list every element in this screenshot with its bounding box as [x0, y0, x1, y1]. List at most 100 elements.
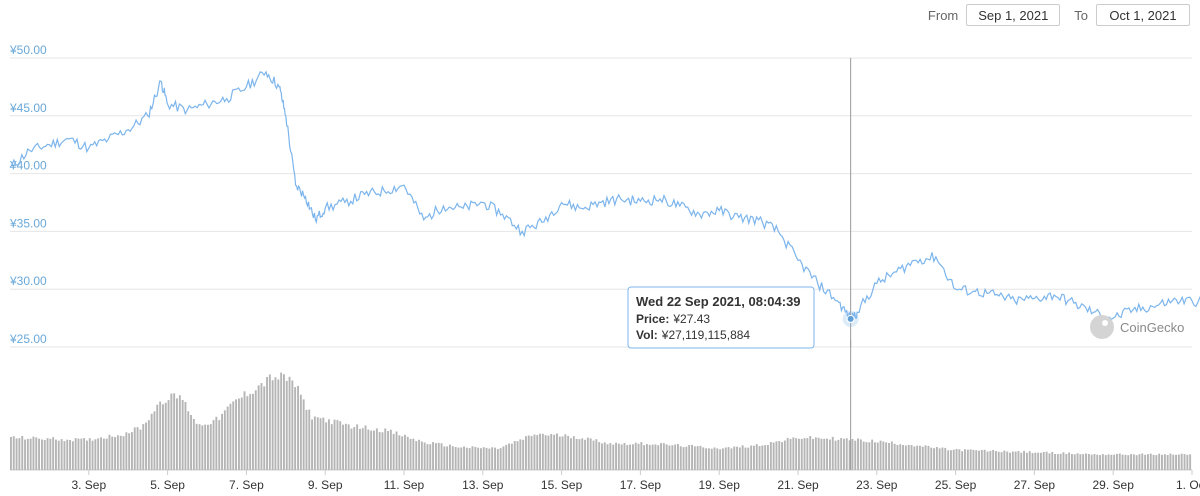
volume-bar — [116, 435, 119, 470]
to-date-input[interactable]: Oct 1, 2021 — [1096, 4, 1190, 26]
x-tick-label: 17. Sep — [620, 478, 662, 492]
volume-bar — [69, 440, 71, 470]
volume-bar — [961, 451, 964, 470]
volume-bar — [972, 449, 975, 470]
volume-bar — [1051, 451, 1054, 470]
volume-bar — [1099, 455, 1101, 470]
volume-bar — [170, 393, 173, 470]
volume-bar — [572, 436, 575, 470]
volume-bar — [685, 446, 688, 470]
volume-bar — [449, 444, 451, 470]
volume-bar — [359, 428, 361, 470]
volume-bars — [10, 372, 1192, 470]
volume-bar — [97, 438, 100, 470]
volume-bar — [55, 439, 57, 470]
y-tick-label: ¥40.00 — [9, 159, 47, 173]
volume-bar — [502, 446, 505, 470]
volume-bar — [510, 443, 513, 470]
volume-bar — [195, 423, 198, 470]
volume-bar — [1003, 450, 1006, 470]
volume-bar — [257, 385, 260, 470]
volume-bar — [857, 438, 859, 470]
hover-tooltip: Wed 22 Sep 2021, 08:04:39 Price: ¥27.43 V… — [627, 286, 815, 349]
volume-bar — [1037, 452, 1040, 470]
hover-point[interactable] — [846, 314, 855, 323]
volume-bar — [12, 436, 15, 470]
x-tick-label: 27. Sep — [1014, 478, 1056, 492]
volume-bar — [83, 438, 86, 470]
volume-bar — [626, 445, 629, 470]
volume-bar — [955, 449, 958, 470]
volume-bar — [1000, 452, 1003, 470]
volume-bar — [1056, 454, 1059, 470]
volume-bar — [353, 427, 356, 470]
volume-bar — [851, 439, 854, 470]
volume-bar — [139, 429, 142, 470]
volume-bar — [26, 438, 29, 470]
volume-bar — [1085, 453, 1087, 470]
volume-bar — [223, 410, 226, 470]
x-tick-label: 3. Sep — [71, 478, 106, 492]
volume-bar — [730, 448, 733, 470]
date-range-selector: From Sep 1, 2021 To Oct 1, 2021 — [914, 4, 1190, 26]
volume-bar — [927, 445, 930, 470]
volume-bar — [783, 440, 786, 470]
volume-bar — [823, 438, 826, 470]
volume-bar — [398, 435, 401, 470]
volume-bar — [342, 424, 344, 470]
volume-bar — [238, 398, 240, 470]
from-date-input[interactable]: Sep 1, 2021 — [966, 4, 1061, 26]
y-tick-label: ¥30.00 — [9, 274, 47, 288]
volume-bar — [809, 436, 812, 470]
volume-bar — [1026, 452, 1028, 470]
volume-bar — [769, 442, 772, 470]
volume-bar — [724, 447, 727, 470]
volume-bar — [654, 444, 657, 470]
volume-bar — [845, 438, 848, 470]
volume-bar — [111, 436, 114, 470]
volume-bar — [952, 449, 955, 470]
volume-bar — [556, 433, 558, 470]
volume-bar — [243, 391, 246, 470]
volume-bar — [1189, 454, 1192, 470]
tooltip-title: Wed 22 Sep 2021, 08:04:39 — [636, 294, 801, 309]
volume-bar — [1071, 454, 1073, 470]
volume-bar — [142, 424, 145, 470]
price-line — [9, 70, 1200, 321]
volume-bar — [747, 447, 750, 470]
volume-bar — [263, 386, 266, 470]
volume-bar — [964, 449, 966, 470]
volume-bar — [843, 438, 845, 470]
volume-bar — [609, 443, 612, 470]
volume-bar — [268, 374, 271, 470]
volume-bar — [333, 419, 336, 470]
volume-bar — [637, 443, 640, 470]
volume-bar — [629, 444, 631, 470]
volume-bar — [52, 437, 55, 470]
volume-bar — [648, 444, 651, 470]
volume-bar — [589, 438, 592, 470]
volume-bar — [499, 448, 502, 470]
volume-bar — [657, 445, 660, 470]
volume-bar — [508, 443, 510, 470]
volume-bar — [63, 441, 66, 470]
volume-bar — [738, 447, 741, 470]
volume-bar — [1118, 453, 1121, 470]
volume-bar — [660, 443, 662, 470]
tooltip-price-value: ¥27.43 — [672, 312, 710, 326]
volume-bar — [66, 439, 69, 470]
volume-bar — [119, 435, 122, 470]
volume-bar — [755, 444, 758, 470]
x-tick-label: 5. Sep — [150, 478, 185, 492]
y-tick-label: ¥25.00 — [9, 332, 47, 346]
volume-bar — [913, 446, 916, 470]
volume-bar — [1006, 451, 1009, 470]
tooltip-box — [627, 286, 815, 349]
volume-bar — [100, 437, 102, 470]
volume-bar — [874, 442, 876, 470]
x-tick-label: 29. Sep — [1093, 478, 1135, 492]
volume-bar — [1014, 451, 1017, 470]
volume-bar — [1073, 454, 1076, 470]
volume-bar — [947, 450, 950, 470]
